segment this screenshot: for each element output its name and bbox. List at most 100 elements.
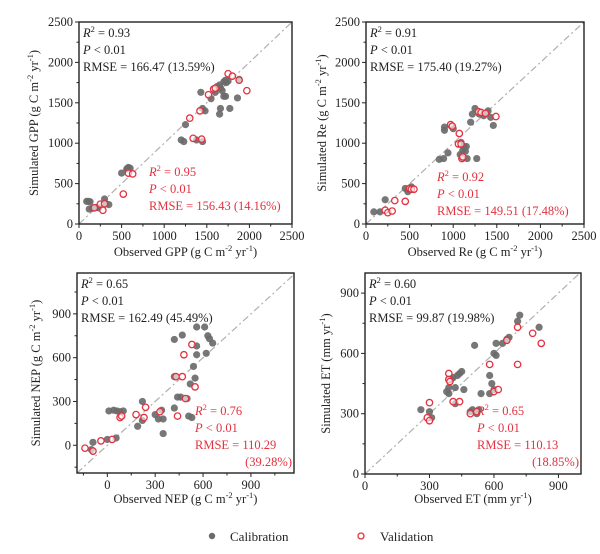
- calibration-point: [170, 335, 178, 344]
- calibration-point: [473, 154, 481, 163]
- plot-frame: [364, 272, 582, 475]
- validation-point: [191, 383, 199, 391]
- r2-symbol: R: [436, 170, 445, 184]
- validation-point: [132, 410, 140, 419]
- validation-point: [537, 339, 546, 348]
- legend: Calibration Validation: [208, 529, 434, 544]
- validation-stats-p: P < 0.01: [194, 421, 238, 435]
- p-value: < 0.01: [91, 43, 126, 57]
- r2-symbol: R: [194, 404, 203, 418]
- p-symbol: P: [369, 43, 378, 57]
- r2-symbol: R: [368, 277, 377, 291]
- y-tick-label: 0: [67, 217, 73, 231]
- r2-superscript: 2: [91, 24, 95, 34]
- x-tick-label: 1500: [484, 229, 509, 243]
- axis-title-part: Observed ET (mm yr: [414, 492, 521, 506]
- validation-point: [108, 435, 116, 444]
- x-tick-label: 300: [420, 479, 439, 493]
- validation-point: [196, 107, 204, 115]
- calibration-point: [89, 438, 97, 446]
- validation-point: [492, 112, 500, 121]
- validation-stats-rmse: RMSE = 149.51 (17.48%): [437, 204, 569, 218]
- r2-superscript: 2: [445, 168, 449, 178]
- calibration-stats-p: P < 0.01: [368, 294, 412, 308]
- calibration-point: [202, 349, 210, 357]
- x-tick-label: 900: [242, 478, 261, 492]
- calibration-point: [191, 374, 199, 382]
- axis-title-part: -1: [313, 58, 323, 65]
- validation-point: [494, 385, 503, 394]
- axis-title-part: Observed Re (g C m: [408, 245, 511, 259]
- y-tick-label: 1500: [335, 96, 360, 110]
- calibration-stats-r2: R2 = 0.65: [80, 275, 128, 291]
- calibration-point: [516, 311, 524, 319]
- validation-point: [188, 340, 196, 349]
- calibration-point: [86, 198, 94, 206]
- calibration-point: [440, 154, 448, 163]
- x-tick-label: 500: [400, 229, 419, 243]
- axis-title-part: -1: [246, 243, 253, 253]
- calibration-point: [178, 331, 186, 339]
- axis-title-part: -1: [246, 490, 253, 500]
- calibration-point: [159, 429, 167, 438]
- r2-value: = 0.76: [207, 404, 242, 418]
- calibration-point: [440, 126, 449, 134]
- axis-title-part: yr: [233, 492, 247, 506]
- calibration-point: [188, 413, 196, 422]
- p-symbol: P: [82, 43, 91, 57]
- calibration-point: [216, 104, 225, 113]
- y-axis-title: Simulated GPP (g C m-2 yr-1): [25, 50, 41, 196]
- p-value: < 0.01: [485, 421, 520, 435]
- calibration-point: [233, 94, 242, 102]
- x-axis-title: Observed Re (g C m-2 yr-1): [408, 243, 543, 259]
- validation-point: [90, 203, 99, 212]
- calibration-point: [458, 367, 466, 376]
- series-validation: [423, 323, 546, 425]
- calibration-point: [513, 317, 522, 325]
- calibration-point: [193, 323, 201, 331]
- validation-point: [185, 114, 194, 123]
- calibration-point: [471, 341, 479, 349]
- x-tick-label: 0: [363, 229, 369, 243]
- axis-title-part: ): [528, 492, 532, 506]
- y-tick-label: 0: [65, 438, 71, 452]
- x-axis-title: Observed NEP (g C m-2 yr-1): [114, 490, 258, 506]
- r2-value: = 0.65: [93, 277, 128, 291]
- validation-point: [117, 412, 126, 420]
- validation-point: [228, 72, 237, 80]
- series-validation: [381, 107, 500, 217]
- calibration-point: [381, 196, 389, 204]
- calibration-point: [189, 362, 198, 371]
- p-symbol: P: [476, 421, 485, 435]
- calibration-point: [209, 339, 217, 347]
- calibration-point: [417, 406, 425, 414]
- validation-stats-rmse-pct: (18.85%): [532, 455, 579, 469]
- r2-superscript: 2: [485, 402, 489, 412]
- calibration-stats-rmse: RMSE = 99.87 (19.98%): [369, 311, 494, 325]
- validation-point: [457, 140, 465, 148]
- y-axis-title: Simulated NEP (g C m-2 yr-1): [27, 300, 43, 447]
- validation-point: [472, 407, 481, 416]
- calibration-stats-p: P < 0.01: [82, 43, 126, 57]
- validation-point: [458, 153, 467, 161]
- axis-title-part: -2: [225, 243, 232, 253]
- x-tick-label: 0: [104, 478, 110, 492]
- p-value: < 0.01: [378, 43, 413, 57]
- calibration-point: [488, 379, 496, 388]
- p-value: < 0.01: [445, 187, 480, 201]
- axis-title-part: ): [319, 313, 333, 317]
- validation-point: [189, 134, 198, 143]
- calibration-point: [197, 88, 205, 96]
- r2-symbol: R: [82, 26, 91, 40]
- x-tick-label: 2500: [280, 229, 305, 243]
- x-axis-title: Observed GPP (g C m-2 yr-1): [114, 243, 257, 259]
- axis-title-part: yr: [232, 245, 246, 259]
- r2-value: = 0.95: [161, 165, 196, 179]
- axis-title-part: yr: [27, 60, 41, 74]
- p-value: < 0.01: [377, 294, 412, 308]
- validation-stats-rmse: RMSE = 110.13: [477, 438, 558, 452]
- validation-stats-rmse: RMSE = 110.29: [195, 438, 276, 452]
